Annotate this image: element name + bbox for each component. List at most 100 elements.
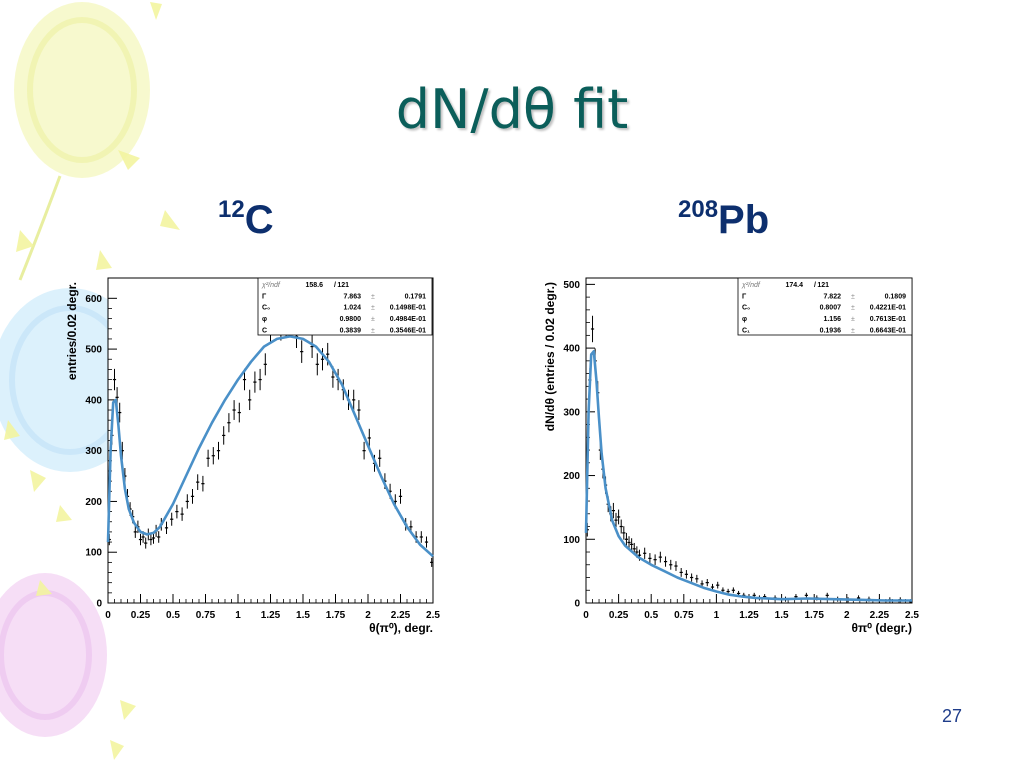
x-tick-label: 0 xyxy=(583,610,589,621)
data-point xyxy=(695,574,699,583)
data-point xyxy=(352,389,356,411)
x-tick-label: 0.75 xyxy=(196,610,216,621)
stats-frame xyxy=(257,277,433,336)
data-point xyxy=(138,533,143,546)
data-point xyxy=(237,402,241,423)
data-point xyxy=(170,512,174,526)
stats-ndf-value: 121 xyxy=(337,282,349,289)
stats-plus-minus: ± xyxy=(851,316,855,323)
data-point xyxy=(378,449,382,467)
chart-heading-carbon: 12C xyxy=(218,196,274,243)
stats-param-error: 0.1791 xyxy=(405,293,427,300)
x-tick-label: 0 xyxy=(105,610,111,621)
stats-plus-minus: ± xyxy=(371,305,375,312)
x-axis-label: θπ⁰ (degr.) xyxy=(852,621,913,635)
data-point xyxy=(190,489,195,504)
mass-number: 208 xyxy=(678,196,719,223)
data-point xyxy=(258,368,262,391)
balloon-yellow-top-icon xyxy=(14,2,150,281)
y-tick-label: 200 xyxy=(85,497,102,508)
x-tick-label: 1.5 xyxy=(775,610,789,621)
data-point xyxy=(149,533,153,546)
y-tick-label: 500 xyxy=(563,280,580,291)
data-point xyxy=(630,538,634,551)
data-point xyxy=(133,525,137,538)
stats-param-name: φ xyxy=(262,316,267,323)
stats-param-name: C₀ xyxy=(742,305,750,312)
data-point xyxy=(216,441,221,460)
data-point xyxy=(658,551,662,563)
x-tick-label: 2.5 xyxy=(905,610,919,621)
y-tick-label: 200 xyxy=(563,471,580,482)
stats-param-value: 0.3839 xyxy=(340,327,362,334)
y-tick-label: 400 xyxy=(563,344,580,355)
stats-param-name: C₁ xyxy=(742,327,750,334)
data-point xyxy=(643,547,647,559)
data-point xyxy=(310,335,314,358)
stats-param-name: φ xyxy=(742,316,747,323)
data-point xyxy=(263,353,267,376)
data-point xyxy=(705,579,709,587)
data-point xyxy=(175,504,179,519)
fit-curve xyxy=(584,350,912,602)
data-point xyxy=(201,475,205,492)
data-point xyxy=(112,368,117,391)
stats-plus-minus: ± xyxy=(851,293,855,300)
slide-number: 27 xyxy=(941,706,962,726)
stats-param-error: 0.1809 xyxy=(885,293,907,300)
data-point xyxy=(663,556,668,567)
fit-stats-box: χ²/ndf 158.6 /121 Γ 7.863 ±0.1791 C₀ 1.024 ±0.14… xyxy=(257,277,433,336)
data-point xyxy=(157,531,161,543)
y-tick-label: 0 xyxy=(574,599,580,610)
stats-ndf-separator: / xyxy=(334,282,336,289)
x-tick-label: 0.5 xyxy=(644,610,658,621)
data-point xyxy=(430,557,434,567)
data-point xyxy=(624,532,629,546)
x-tick-label: 1 xyxy=(714,610,720,621)
data-point xyxy=(424,536,429,548)
stats-param-error: 0.4221E-01 xyxy=(870,305,906,312)
data-point xyxy=(590,315,595,343)
data-point xyxy=(118,402,122,423)
y-tick-label: 100 xyxy=(85,548,102,559)
data-point xyxy=(362,441,366,460)
data-point xyxy=(679,567,683,577)
x-tick-label: 2 xyxy=(844,610,850,621)
stats-param-error: 0.6643E-01 xyxy=(870,327,906,334)
y-tick-label: 500 xyxy=(85,345,102,356)
fit-stats-box: χ²/ndf 174.4 /121 Γ 7.822 ±0.1809 C₀ 0.8007 ±0.4… xyxy=(737,277,913,336)
stats-ndf-value: 121 xyxy=(817,282,829,289)
x-tick-label: 1.25 xyxy=(739,610,759,621)
stats-plus-minus: ± xyxy=(851,305,855,312)
data-point xyxy=(622,526,626,540)
data-point xyxy=(211,447,215,465)
data-point xyxy=(315,353,319,376)
data-point xyxy=(419,531,423,543)
stats-chi2-value: 174.4 xyxy=(785,282,803,289)
data-point xyxy=(185,494,189,509)
data-point xyxy=(614,512,618,528)
element-symbol: C xyxy=(244,198,274,242)
data-point xyxy=(222,426,226,445)
y-tick-label: 600 xyxy=(85,294,102,305)
stats-frame xyxy=(737,277,913,336)
stats-chi2-value: 158.6 xyxy=(305,282,323,289)
stats-param-error: 0.7613E-01 xyxy=(870,316,906,323)
x-tick-label: 2 xyxy=(365,610,371,621)
y-axis-label: dN/dθ (entries / 0.02 degr.) xyxy=(543,282,557,431)
data-point xyxy=(164,521,169,535)
y-tick-label: 0 xyxy=(96,599,102,610)
stats-param-name: Γ xyxy=(262,293,267,300)
data-point xyxy=(357,400,361,420)
x-tick-label: 1 xyxy=(235,610,241,621)
x-tick-label: 2.25 xyxy=(391,610,411,621)
slide-title: dN/dθ fit xyxy=(395,78,629,141)
data-point xyxy=(398,489,403,504)
data-point xyxy=(320,348,325,371)
stats-param-error: 0.4984E-01 xyxy=(390,316,426,323)
data-point xyxy=(300,340,304,363)
data-point xyxy=(669,559,673,570)
mass-number: 12 xyxy=(218,196,245,223)
data-point xyxy=(253,371,257,393)
data-point xyxy=(196,474,200,490)
